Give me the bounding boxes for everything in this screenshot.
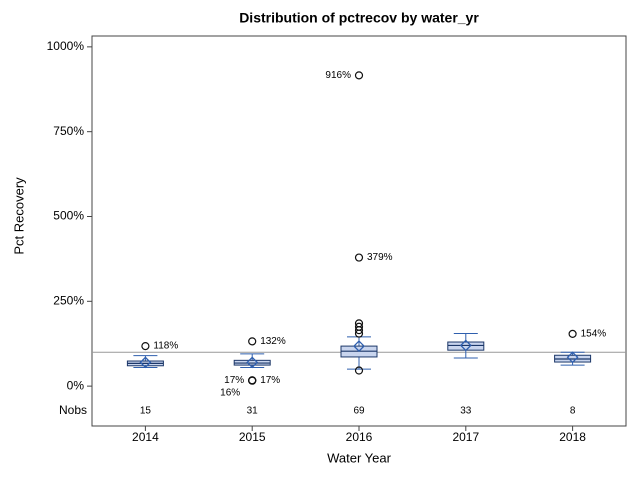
outlier (248, 337, 257, 346)
nobs-value: 15 (140, 406, 152, 417)
nobs-value: 33 (460, 406, 472, 417)
box (447, 341, 485, 351)
outlier-label: 154% (581, 329, 607, 340)
outlier-label: 132% (260, 336, 286, 347)
outlier-label: 379% (367, 252, 393, 263)
mean (459, 339, 472, 352)
y-tick-label: 1000% (47, 39, 85, 53)
outlier (568, 329, 577, 338)
x-tick-label: 2017 (452, 430, 479, 444)
x-axis-label: Water Year (327, 450, 392, 465)
outlier-label: 16% (220, 387, 240, 398)
mean (566, 351, 579, 364)
y-tick-label: 500% (53, 209, 84, 223)
x-tick-label: 2015 (239, 430, 266, 444)
x-tick-label: 2014 (132, 430, 159, 444)
nobs-value: 8 (570, 406, 576, 417)
x-tick-label: 2018 (559, 430, 586, 444)
y-tick-label: 250% (53, 293, 84, 307)
outlier (354, 253, 364, 262)
x-tick-label: 2016 (346, 430, 373, 444)
nobs-label: Nobs (59, 403, 87, 417)
outlier (354, 326, 364, 335)
y-axis-label: Pct Recovery (11, 177, 26, 255)
outlier-label: 916% (325, 70, 351, 81)
y-tick-label: 750% (53, 124, 84, 138)
nobs-value: 69 (353, 406, 365, 417)
outlier-label: 17% (260, 375, 280, 386)
y-tick-label: 0% (67, 378, 85, 392)
outlier (141, 341, 150, 351)
outlier (354, 366, 364, 375)
outlier (248, 376, 257, 385)
mean (139, 356, 152, 369)
mean (246, 356, 259, 369)
outlier-label: 118% (153, 341, 178, 352)
outlier (354, 329, 364, 338)
outlier-label: 17% (224, 375, 244, 386)
chart-title: Distribution of pctrecov by water_yr (239, 10, 479, 26)
nobs-value: 31 (247, 406, 259, 417)
outlier (354, 71, 364, 80)
mean (353, 340, 365, 353)
